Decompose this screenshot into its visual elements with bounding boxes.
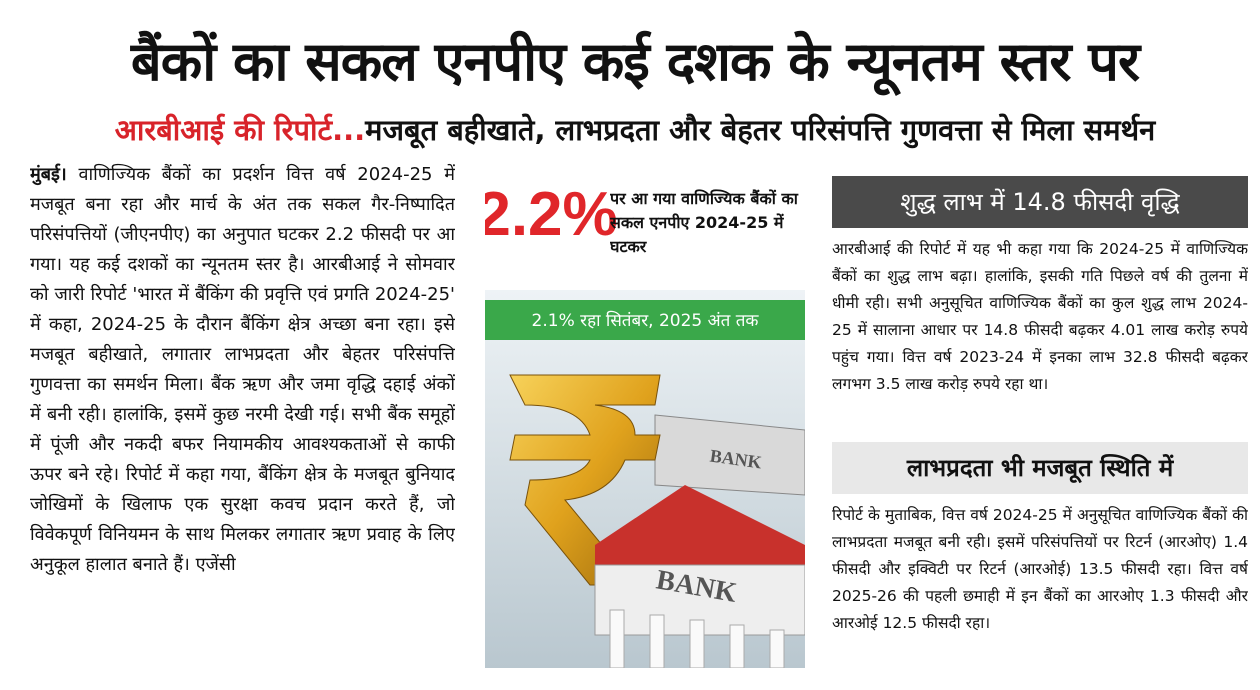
article-body: वाणिज्यिक बैंकों का प्रदर्शन वित्त वर्ष … (30, 164, 455, 575)
band-text: 2.1% रहा सितंबर, 2025 अंत तक (532, 310, 760, 331)
columns (609, 609, 785, 668)
bank-roof (595, 485, 805, 565)
band-bg (485, 300, 805, 340)
section-heading: शुद्ध लाभ में 14.8 फीसदी वृद्धि (832, 176, 1248, 228)
back-building (654, 414, 805, 496)
rupee-symbol (509, 374, 661, 586)
article: मुंबई। वाणिज्यिक बैंकों का प्रदर्शन वित्… (30, 160, 455, 685)
infographic: 2.2% पर आ गया वाणिज्यिक बैंकों का सकल एन… (485, 165, 805, 668)
caption-box: पर आ गया वाणिज्यिक बैंकों का सकल एनपीए 2… (610, 189, 798, 256)
caption: पर आ गया वाणिज्यिक बैंकों का सकल एनपीए 2… (610, 189, 798, 256)
dateline: मुंबई। (30, 164, 67, 185)
subheadline-row: आरबीआई की रिपोर्ट...मजबूत बहीखाते, लाभप्… (20, 106, 1250, 154)
section-text: आरबीआई की रिपोर्ट में यह भी कहा गया कि 2… (832, 240, 1248, 393)
big-figure: 2.2% (485, 180, 618, 249)
section-text: रिपोर्ट के मुताबिक, वित्त वर्ष 2024-25 म… (832, 506, 1248, 632)
subheadline: मजबूत बहीखाते, लाभप्रदता और बेहतर परिसंप… (365, 113, 1156, 147)
section-heading: लाभप्रदता भी मजबूत स्थिति में (832, 442, 1248, 494)
kicker: आरबीआई की रिपोर्ट... (114, 113, 366, 147)
headline: बैंकों का सकल एनपीए कई दशक के न्यूनतम स्… (130, 30, 1140, 93)
bank-front (594, 564, 805, 636)
